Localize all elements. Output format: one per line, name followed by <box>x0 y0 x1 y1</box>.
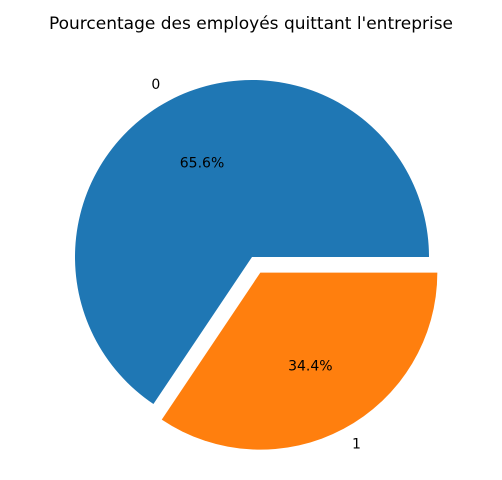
percent-label-0: 65.6% <box>180 155 224 171</box>
slice-label-1: 1 <box>352 436 361 452</box>
pie-labels: 0 65.6% 1 34.4% <box>151 77 360 452</box>
pie-slices <box>74 79 438 450</box>
slice-label-0: 0 <box>151 77 160 93</box>
percent-label-1: 34.4% <box>288 358 332 374</box>
pie-slice-1 <box>161 272 438 450</box>
pie-slice-0 <box>74 79 429 405</box>
chart-title: Pourcentage des employés quittant l'entr… <box>49 14 453 34</box>
